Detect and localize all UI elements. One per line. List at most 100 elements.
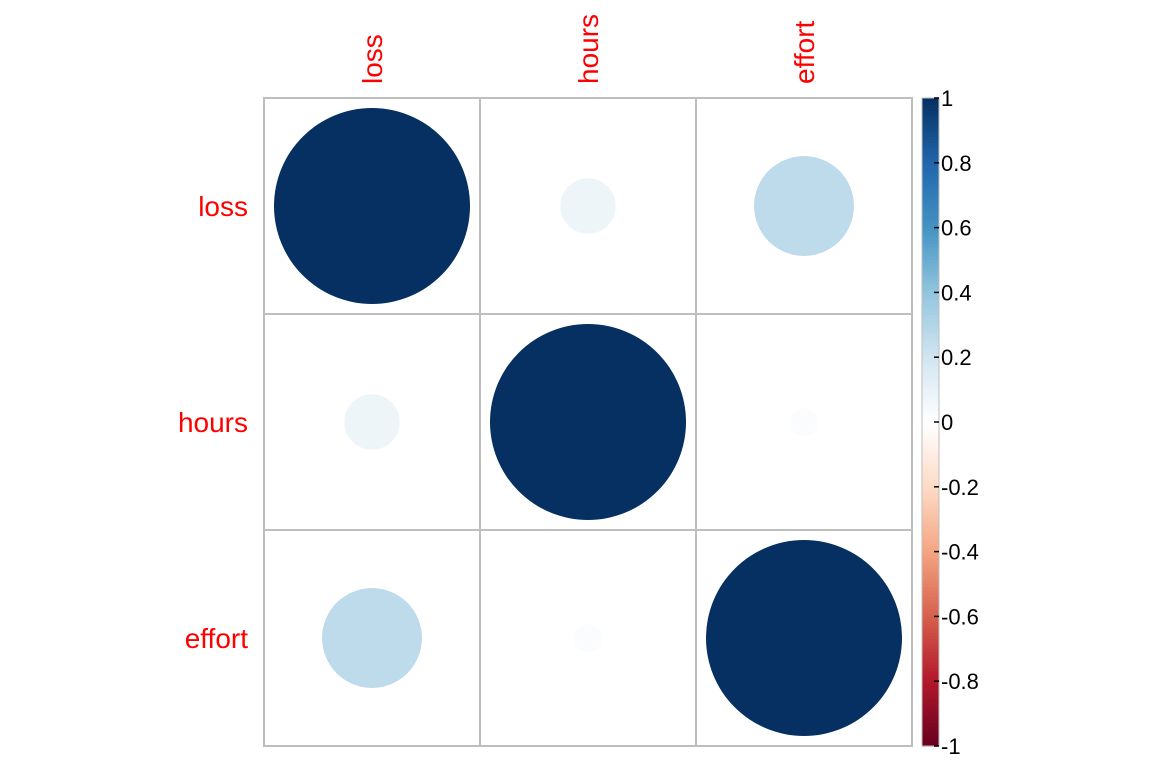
colorbar-segment — [922, 383, 939, 387]
colorbar-segment — [922, 613, 939, 617]
colorbar-segment — [922, 729, 939, 734]
colorbar-segment — [922, 214, 939, 219]
colorbar-segment — [922, 133, 939, 138]
label-layer: loss hours effort loss hours effort — [178, 14, 820, 654]
colorbar-segment — [922, 532, 939, 536]
colorbar-segment — [922, 639, 939, 643]
colorbar-segment — [922, 668, 939, 673]
colorbar-segment — [922, 146, 939, 151]
colorbar-segment — [922, 496, 939, 501]
colorbar-segment — [922, 451, 939, 455]
colorbar-segment — [922, 490, 939, 494]
colorbar-segment — [922, 438, 939, 443]
corr-circle-hours-loss — [344, 394, 400, 450]
colorbar-segment — [922, 341, 939, 345]
colorbar-segment — [922, 110, 939, 115]
colorbar-segment — [922, 120, 939, 125]
colorbar-segment — [922, 545, 939, 549]
colorbar-segment — [922, 726, 939, 731]
corr-circle-effort-effort — [706, 540, 902, 736]
colorbar-segment — [922, 512, 939, 517]
colorbar-segment — [922, 587, 939, 592]
colorbar-segment — [922, 166, 939, 170]
colorbar-segment — [922, 350, 939, 355]
colorbar-segment — [922, 347, 939, 352]
colorbar-segment — [922, 392, 939, 397]
colorbar-segment — [922, 710, 939, 715]
colorbar-segment — [922, 418, 939, 423]
colorbar-segment — [922, 528, 939, 533]
colorbar-segment — [922, 606, 939, 611]
colorbar-segment — [922, 289, 939, 293]
colorbar-segment — [922, 234, 939, 238]
colorbar-segment — [922, 642, 939, 647]
colorbar-segment — [922, 473, 939, 478]
colorbar-segment — [922, 240, 939, 245]
colorbar-segment — [922, 444, 939, 449]
colorbar-segment — [922, 162, 939, 167]
colorbar-segment — [922, 486, 939, 491]
colorbar-segment — [922, 603, 939, 608]
colorbar-segment — [922, 577, 939, 582]
colorbar-segment — [922, 412, 939, 417]
colorbar-segment — [922, 574, 939, 579]
colorbar-segment — [922, 130, 939, 135]
colorbar-segment — [922, 703, 939, 708]
colorbar-segment — [922, 622, 939, 627]
colorbar-tick-label: 0.6 — [941, 216, 972, 241]
colorbar: -1 -0.8 -0.6 -0.4 -0.2 0 0.2 0.4 0.6 0.8 1 — [921, 86, 979, 759]
circle-layer — [274, 108, 902, 736]
colorbar-segment — [922, 175, 939, 180]
colorbar-tick-label: -0.2 — [941, 475, 979, 500]
colorbar-segment — [922, 538, 939, 543]
colorbar-segment — [922, 580, 939, 585]
colorbar-segment — [922, 201, 939, 206]
colorbar-segment — [922, 515, 939, 520]
colorbar-tick-label: -1 — [941, 734, 961, 759]
colorbar-segment — [922, 609, 939, 614]
colorbar-segment — [922, 684, 939, 689]
colorbar-segment — [922, 460, 939, 465]
colorbar-segment — [922, 153, 939, 157]
colorbar-segment — [922, 564, 939, 569]
colorbar-segment — [922, 522, 939, 527]
colorbar-segment — [922, 558, 939, 562]
corr-circle-loss-effort — [754, 156, 854, 256]
colorbar-segment — [922, 114, 939, 119]
colorbar-segment — [922, 681, 939, 686]
colorbar-segment — [922, 665, 939, 669]
colorbar-segment — [922, 243, 939, 248]
colorbar-segment — [922, 428, 939, 433]
col-label-hours: hours — [573, 14, 604, 84]
colorbar-segment — [922, 652, 939, 656]
colorbar-segment — [922, 256, 939, 261]
colorbar-segment — [922, 694, 939, 698]
colorbar-segment — [922, 551, 939, 556]
colorbar-segment — [922, 272, 939, 277]
colorbar-segment — [922, 282, 939, 287]
colorbar-segment — [922, 107, 939, 112]
colorbar-segment — [922, 379, 939, 384]
colorbar-segment — [922, 739, 939, 744]
colorbar-segment — [922, 136, 939, 141]
colorbar-segment — [922, 470, 939, 475]
colorbar-segment — [922, 123, 939, 128]
colorbar-segment — [922, 169, 939, 174]
colorbar-segment — [922, 156, 939, 161]
colorbar-segment — [922, 658, 939, 663]
colorbar-segment — [922, 409, 939, 413]
colorbar-segment — [922, 376, 939, 381]
colorbar-segment — [922, 217, 939, 222]
colorbar-segment — [922, 584, 939, 588]
colorbar-segment — [922, 159, 939, 164]
colorbar-segment — [922, 182, 939, 187]
colorbar-segment — [922, 707, 939, 711]
colorbar-segment — [922, 477, 939, 481]
colorbar-segment — [922, 360, 939, 365]
colorbar-segment — [922, 370, 939, 374]
colorbar-segment — [922, 191, 939, 196]
colorbar-segment — [922, 140, 939, 144]
colorbar-segment — [922, 344, 939, 349]
colorbar-segment — [922, 366, 939, 371]
corr-circle-hours-effort — [790, 408, 818, 436]
